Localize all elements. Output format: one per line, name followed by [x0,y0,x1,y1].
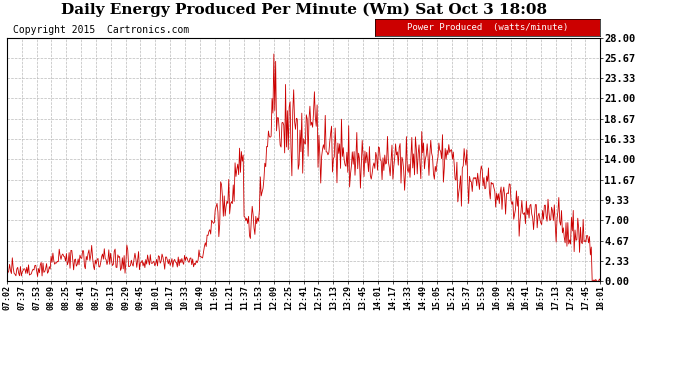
Title: Daily Energy Produced Per Minute (Wm) Sat Oct 3 18:08: Daily Energy Produced Per Minute (Wm) Sa… [61,2,546,16]
Text: Copyright 2015  Cartronics.com: Copyright 2015 Cartronics.com [13,25,189,35]
